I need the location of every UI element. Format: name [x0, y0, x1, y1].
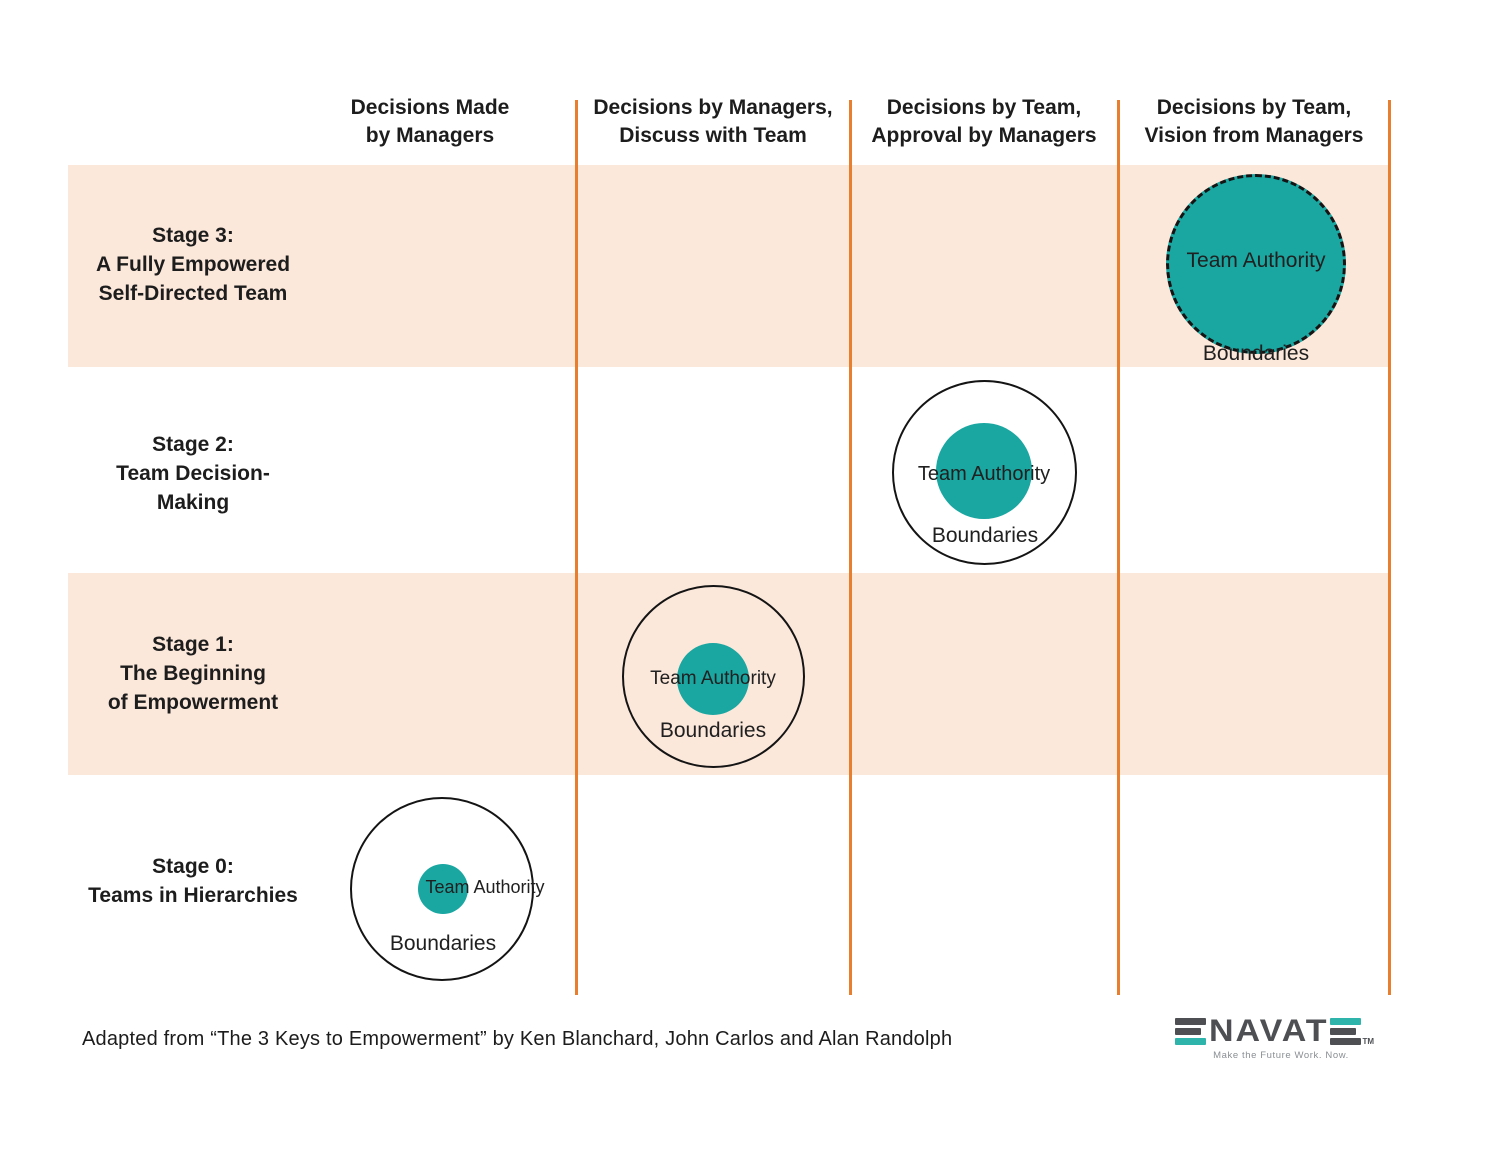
- stage-label-line: Making: [156, 491, 230, 514]
- stage-label-line: Self-Directed Team: [98, 282, 288, 305]
- stage-0-boundaries-label: Boundaries: [389, 932, 497, 955]
- stage-2-team-authority-circle: [936, 423, 1032, 519]
- logo-bar: [1175, 1017, 1206, 1025]
- stage-label-line: Team Decision-: [116, 462, 270, 485]
- column-header-line: Vision from Managers: [1144, 124, 1364, 147]
- column-header-line: Discuss with Team: [619, 124, 807, 147]
- logo-bar: [1175, 1027, 1202, 1035]
- column-divider-4: [1388, 100, 1391, 995]
- column-header-team-vision-from-managers: Decisions by Team, Vision from Managers: [1124, 94, 1384, 150]
- stage-0-team-authority-circle: [418, 864, 468, 914]
- column-header-line: Decisions Made: [350, 96, 510, 119]
- stage-0-team-authority-label: Team Authority: [425, 877, 545, 897]
- stage-label-line: Stage 0:: [152, 855, 234, 878]
- stage-label-line: The Beginning: [120, 662, 266, 685]
- logo-letters: NAVAT: [1209, 1013, 1329, 1049]
- column-header-line: Decisions by Managers,: [593, 96, 833, 119]
- stage-0-label: Stage 0: Teams in Hierarchies: [58, 852, 328, 910]
- stage-label-line: Stage 3:: [152, 224, 234, 247]
- column-header-team-approval-by-managers: Decisions by Team, Approval by Managers: [854, 94, 1114, 150]
- stage-1-team-authority-label: Team Authority: [650, 668, 776, 689]
- stage-3-team-authority-label: Team Authority: [1186, 249, 1326, 272]
- stage-label-line: Stage 2:: [152, 433, 234, 456]
- stage-3-team-authority-circle: [1166, 174, 1346, 354]
- column-divider-2: [849, 100, 852, 995]
- stage-label-line: Stage 1:: [152, 633, 234, 656]
- logo-bar: [1329, 1037, 1361, 1045]
- column-header-managers-discuss-with-team: Decisions by Managers, Discuss with Team: [583, 94, 843, 150]
- column-header-line: Decisions by Team,: [886, 96, 1082, 119]
- stage-3-boundaries-label: Boundaries: [1202, 342, 1310, 365]
- logo-bar-teal: [1329, 1017, 1361, 1025]
- stage-0-boundaries-circle: [350, 797, 534, 981]
- logo-trademark: TM: [1362, 1037, 1375, 1046]
- column-header-decisions-by-managers: Decisions Made by Managers: [300, 94, 560, 150]
- stage-label-line: A Fully Empowered: [95, 253, 291, 276]
- column-header-line: Decisions by Team,: [1156, 96, 1352, 119]
- stage-2-team-authority-label: Team Authority: [917, 463, 1051, 485]
- column-divider-3: [1117, 100, 1120, 995]
- enavate-logo: NAVAT TM Make the Future Work. Now.: [1175, 1013, 1387, 1061]
- logo-last-e-icon: [1329, 1017, 1361, 1045]
- stage-label-line: of Empowerment: [107, 691, 279, 714]
- logo-bar-teal: [1175, 1037, 1206, 1045]
- stage-3-label: Stage 3: A Fully Empowered Self-Directed…: [58, 221, 328, 308]
- enavate-wordmark: NAVAT TM: [1175, 1013, 1387, 1049]
- stage-2-boundaries-label: Boundaries: [931, 524, 1039, 547]
- logo-tagline: Make the Future Work. Now.: [1213, 1050, 1349, 1061]
- column-header-line: Approval by Managers: [871, 124, 1097, 147]
- stage-label-line: Teams in Hierarchies: [88, 884, 298, 907]
- stage-2-boundaries-circle: [892, 380, 1077, 565]
- stage-2-label: Stage 2: Team Decision- Making: [58, 430, 328, 517]
- column-divider-1: [575, 100, 578, 995]
- column-header-line: by Managers: [365, 124, 495, 147]
- logo-bar: [1329, 1027, 1356, 1035]
- stage-1-label: Stage 1: The Beginning of Empowerment: [58, 630, 328, 717]
- stage-1-boundaries-circle: [622, 585, 805, 768]
- attribution-text: Adapted from “The 3 Keys to Empowerment”…: [82, 1028, 953, 1050]
- stage-1-boundaries-label: Boundaries: [659, 719, 767, 742]
- stage-1-team-authority-circle: [677, 643, 749, 715]
- logo-first-e-icon: [1175, 1017, 1206, 1045]
